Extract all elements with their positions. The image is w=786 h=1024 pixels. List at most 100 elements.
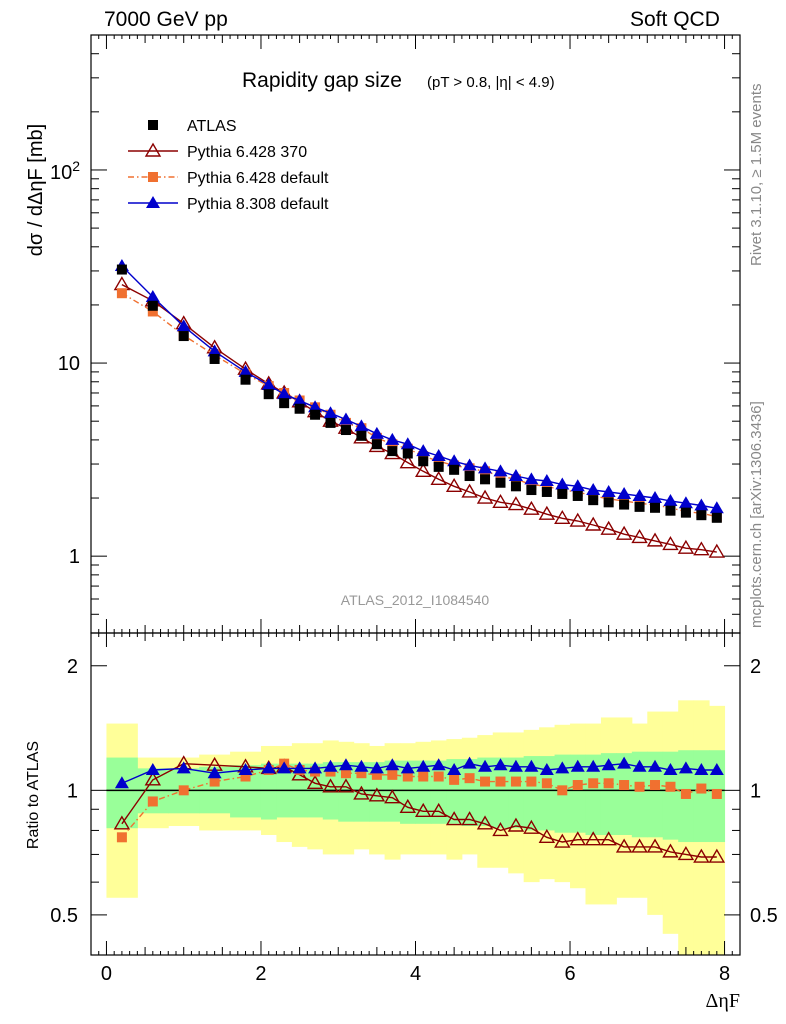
data-point [495, 477, 506, 488]
ratio-data-point [617, 756, 632, 769]
ratio-data-point [337, 778, 355, 793]
ratio-inner-band-bin [616, 753, 633, 835]
data-point [510, 481, 521, 492]
data-point [493, 464, 508, 477]
header-category: Soft QCD [630, 8, 720, 31]
ratio-inner-band-bin [523, 756, 540, 831]
ratio-data-point [709, 762, 724, 775]
ratio-data-point [308, 761, 323, 774]
chart-text: Rapidity gap size (pT > 0.8, |η| < 4.9) … [25, 69, 740, 1012]
ratio-data-point [677, 846, 695, 861]
legend-label: ATLAS [187, 118, 237, 135]
data-point [492, 493, 509, 509]
ratio-data-point [523, 819, 540, 834]
ratio-data-point [176, 761, 191, 774]
data-point [415, 462, 432, 478]
x-tick-label: 2 [255, 963, 266, 985]
data-point [646, 532, 664, 547]
data-point [539, 474, 554, 487]
ratio-data-point [680, 788, 691, 799]
ratio-data-point [338, 758, 353, 771]
ratio-data-point [113, 815, 131, 830]
ratio-data-point [493, 758, 508, 771]
legend-marker [148, 120, 158, 130]
data-point [356, 430, 367, 441]
data-point [433, 456, 444, 467]
data-point [524, 472, 539, 485]
data-point [369, 426, 384, 439]
ratio-data-point [555, 761, 570, 774]
data-point [634, 501, 645, 512]
data-point [176, 319, 191, 332]
ratio-data-point [619, 780, 630, 791]
ratio-data-point [495, 776, 506, 787]
ratio-data-point [209, 776, 220, 787]
ratio-y-axis-label: Ratio to ATLAS [25, 741, 42, 849]
ratio-data-point [601, 758, 616, 771]
ratio-data-point [445, 811, 463, 826]
data-point [385, 432, 400, 445]
ratio-data-point [694, 762, 709, 775]
mcplots-label: mcplots.cern.ch [arXiv:1306.3436] [748, 401, 765, 628]
data-point [308, 400, 323, 413]
data-point [665, 505, 676, 516]
ratio-inner-band-bin [631, 751, 648, 838]
ratio-data-point [240, 771, 251, 782]
ratio-data-point [526, 776, 537, 787]
data-point [431, 449, 446, 462]
data-point [557, 488, 568, 499]
data-point [648, 491, 663, 504]
data-point [555, 477, 570, 490]
ratio-data-point [368, 787, 386, 802]
ratio-data-point [554, 833, 571, 848]
data-point [462, 458, 477, 471]
y-tick-label: 102 [50, 158, 80, 184]
ratio-data-point [145, 762, 160, 775]
ratio-data-point [385, 758, 400, 771]
ratio-data-point [387, 769, 398, 780]
ratio-data-point [476, 815, 494, 830]
ratio-data-point [678, 761, 693, 774]
ratio-data-point [354, 759, 369, 772]
data-point [619, 499, 630, 510]
data-point [292, 393, 307, 406]
data-point [294, 403, 305, 414]
data-point [709, 501, 724, 514]
ratio-data-point [449, 774, 460, 785]
data-point [209, 353, 220, 364]
main-panel: ATLAS Pythia 6.428 370 Pythia 6.428 defaul… [50, 34, 741, 634]
ratio-data-point [478, 759, 493, 772]
ratio-panel: 0 2 4 6 8 0.5 0.5 1 1 2 2 [50, 35, 778, 985]
ratio-data-point [524, 759, 539, 772]
data-point [449, 464, 460, 475]
ratio-data-point [400, 761, 415, 774]
data-point [447, 454, 462, 467]
data-point [663, 494, 678, 507]
watermark: ATLAS_2012_I1084540 [341, 592, 490, 608]
chart-subtitle: (pT > 0.8, |η| < 4.9) [427, 74, 555, 91]
series-line [121, 292, 717, 518]
data-point [116, 288, 127, 299]
ratio-data-point [586, 759, 601, 772]
ratio-data-point [462, 756, 477, 769]
ratio-y-tick-label-right: 1 [750, 780, 761, 802]
ratio-data-point [541, 778, 552, 789]
ratio-data-point [371, 769, 382, 780]
ratio-data-point [663, 762, 678, 775]
ratio-y-tick-label-left: 0.5 [50, 905, 78, 927]
legend-label: Pythia 6.428 370 [187, 144, 307, 161]
data-point [508, 469, 523, 482]
data-point [601, 484, 616, 497]
data-point [116, 264, 127, 275]
ratio-data-point [114, 776, 129, 789]
ratio-data-point [238, 762, 253, 775]
ratio-data-point [650, 780, 661, 791]
data-point [603, 497, 614, 508]
data-point [617, 486, 632, 499]
ratio-data-point [569, 831, 586, 846]
ratio-inner-band-bin [508, 757, 525, 829]
ratio-data-point [464, 773, 475, 784]
x-axis-label: ΔηF [706, 990, 740, 1012]
data-point [554, 509, 571, 525]
data-point [694, 498, 709, 511]
